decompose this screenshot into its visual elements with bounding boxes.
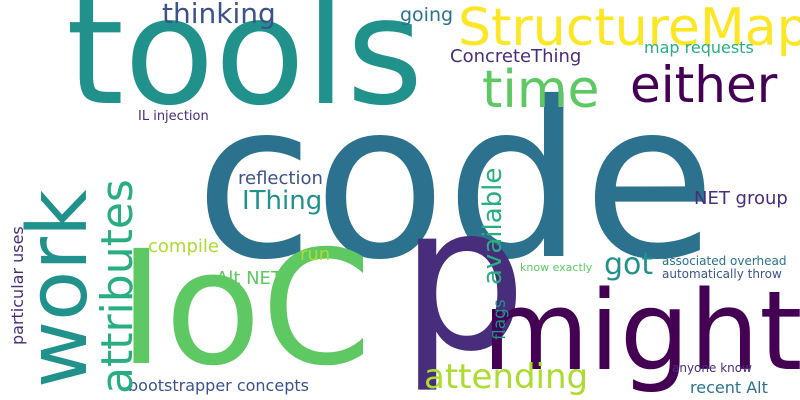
word-recent-alt: recent Alt (690, 378, 768, 397)
word-reflection: reflection (238, 168, 323, 189)
word-know-exactly: know exactly (520, 261, 593, 274)
word-structuremap: StructureMap (458, 0, 800, 58)
word-attributes: attributes (92, 179, 143, 394)
word-anyone-know: anyone know (672, 361, 752, 375)
word-going: going (400, 4, 454, 26)
word-il-injection: IL injection (138, 109, 209, 124)
word-time: time (482, 60, 600, 120)
word-work: work (11, 189, 106, 388)
word-alt-net: Alt NET (216, 268, 282, 289)
word-bootstrapper-concepts: bootstrapper concepts (128, 376, 309, 395)
word-p: p (400, 163, 527, 396)
word-net-group: NET group (694, 188, 788, 209)
word-thinking: thinking (162, 0, 276, 30)
word-particular-uses: particular uses (8, 226, 27, 345)
word-flags: flags (490, 299, 510, 340)
word-might: might (482, 267, 800, 395)
word-map-requests: map requests (644, 38, 754, 57)
word-concretething: ConcreteThing (450, 46, 582, 67)
word-run: run (300, 244, 331, 265)
word-either: either (630, 56, 778, 114)
word-ioc: IoC (118, 217, 372, 400)
word-got: got (604, 247, 654, 282)
word-compile: compile (148, 236, 219, 257)
word-attending: attending (424, 357, 589, 397)
word-available: available (478, 167, 508, 285)
word-associated-overhead: associated overhead (662, 254, 787, 268)
word-tools: tools (66, 0, 424, 138)
word-ithing: IThing (242, 186, 323, 216)
word-automatically-throw: automatically throw (662, 267, 782, 281)
word-code: code (195, 56, 716, 307)
